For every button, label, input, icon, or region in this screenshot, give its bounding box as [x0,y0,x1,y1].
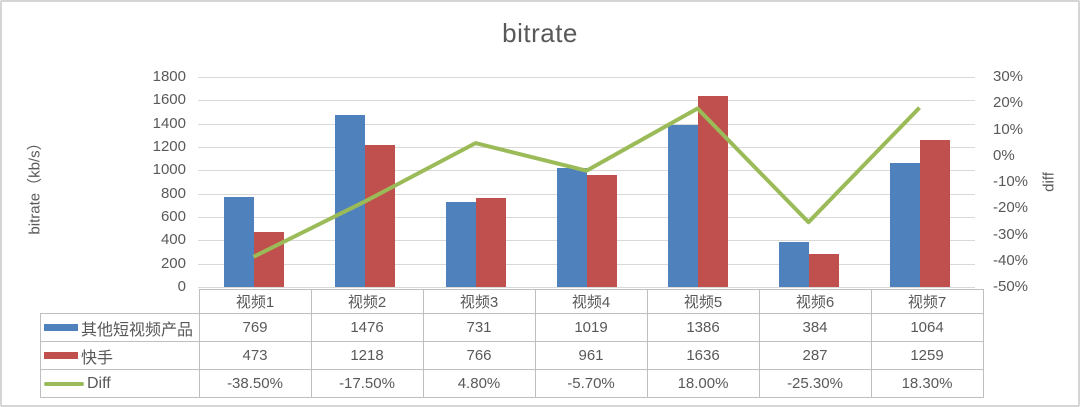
bar-其他短视频产品-视频5 [667,125,698,287]
data-table: 视频1 视频2 视频3 视频4 视频5 视频6 视频7 其他短视频产品 769 1476 731 10… [40,289,984,398]
left-axis-tick: 1800 [152,68,186,85]
value-cell: 1476 [310,313,424,342]
left-axis-tick: 1200 [152,138,186,155]
value-cell: 18.00% [646,369,760,398]
left-axis-tick: 1000 [152,161,186,179]
value-cell: 731 [422,313,536,342]
bar-快手-视频2 [364,144,395,287]
legend-cell: 快手 [40,341,200,370]
left-axis-tick: 1600 [152,91,186,109]
category-header-cell: 视频4 [534,289,648,314]
legend-entry: 其他短视频产品 [41,316,198,340]
value-cell: 4.80% [422,369,536,398]
left-axis-tick: 0 [177,278,186,295]
category-header-cell: 视频6 [758,289,872,314]
right-axis-tick: 20% [993,94,1024,112]
gridline [198,77,975,78]
table-corner-cell [41,290,200,314]
category-header-cell: 视频2 [310,289,424,314]
left-axis-title: bitrate（kb/s） [26,135,44,235]
bar-快手-视频3 [475,197,506,287]
value-cell: 1386 [646,313,760,342]
right-axis-tick: 10% [993,120,1024,138]
bar-快手-视频6 [808,253,839,287]
category-header-cell: 视频1 [198,289,312,314]
legend-label: 其他短视频产品 [81,321,194,339]
legend-label: Diff [87,374,111,392]
left-axis-tick: 600 [160,208,186,225]
left-axis-tick: 800 [160,184,186,202]
table-row: Diff -38.50% -17.50% 4.80% -5.70% 18.00% -25.3… [40,369,984,398]
value-cell: 769 [198,313,312,342]
value-cell: -38.50% [198,369,312,398]
legend-entry: Diff [41,374,198,393]
right-axis-tick: -50% [993,278,1029,295]
value-cell: -17.50% [310,369,424,398]
value-cell: 1259 [870,341,984,370]
right-axis-tick: -40% [993,251,1029,269]
bar-其他短视频产品-视频7 [889,162,920,287]
right-axis-tick: 30% [993,68,1024,85]
gridline [198,287,975,288]
chart-title: bitrate [502,18,578,48]
right-axis-tick: -20% [993,199,1029,217]
diff-line-series [252,106,921,259]
value-cell: 1019 [534,313,648,342]
bar-其他短视频产品-视频1 [223,197,254,287]
right-axis-tick: -30% [993,225,1029,243]
category-header-cell: 视频3 [422,289,536,314]
legend-bar-swatch-icon [44,324,78,331]
value-cell: 1064 [870,313,984,342]
category-header-cell: 视频7 [870,289,984,314]
gridline [198,147,975,148]
value-cell: 766 [422,341,536,370]
value-cell: 18.30% [870,369,984,398]
right-axis-title: diff [1040,172,1058,192]
bar-快手-视频7 [919,140,950,287]
legend-line-swatch-icon [44,381,84,386]
bar-快手-视频4 [586,174,617,287]
left-axis-tick: 200 [160,254,186,272]
bar-其他短视频产品-视频3 [445,201,476,287]
legend-entry: 快手 [41,344,198,368]
right-axis-tick: 0% [993,146,1015,164]
value-cell: 473 [198,341,312,370]
legend-label: 快手 [81,349,114,367]
diff-line [252,106,921,259]
value-cell: -25.30% [758,369,872,398]
value-cell: 384 [758,313,872,342]
table-header-row: 视频1 视频2 视频3 视频4 视频5 视频6 视频7 [41,289,984,314]
bar-其他短视频产品-视频2 [334,114,365,287]
plot-area [198,77,975,288]
gridline [198,100,975,102]
value-cell: 287 [758,341,872,370]
legend-bar-swatch-icon [44,352,78,359]
legend-cell: Diff [40,369,200,398]
bar-快手-视频5 [697,96,728,287]
value-cell: 961 [534,341,648,370]
value-cell: -5.70% [534,369,648,398]
table-row: 其他短视频产品 769 1476 731 1019 1386 384 1064 [40,313,984,342]
category-header-cell: 视频5 [646,289,760,314]
bar-其他短视频产品-视频4 [556,168,587,287]
left-axis-tick: 400 [160,231,186,249]
left-axis-tick: 1400 [152,114,186,132]
bar-快手-视频1 [253,231,284,287]
bar-其他短视频产品-视频6 [778,242,809,287]
value-cell: 1218 [310,341,424,370]
value-cell: 1636 [646,341,760,370]
gridline [198,123,975,125]
legend-cell: 其他短视频产品 [40,313,200,342]
table-row: 快手 473 1218 766 961 1636 287 1259 [40,341,984,370]
right-axis-tick: -10% [993,173,1029,190]
